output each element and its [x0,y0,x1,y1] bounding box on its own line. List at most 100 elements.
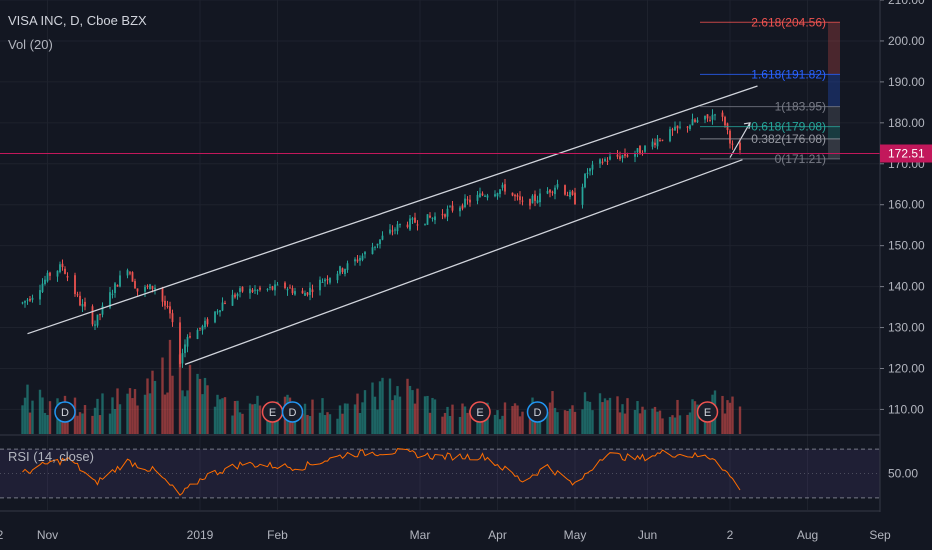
volume-bar [511,406,514,434]
candle-body [606,160,609,162]
volume-bar [198,378,202,434]
event-marker-label: E [704,407,711,419]
volume-bar [581,409,584,434]
candle-body [669,129,671,142]
volume-bar [338,405,342,434]
candle-body [459,207,461,212]
volume-bar [443,412,447,434]
volume-bar [253,403,257,434]
time-axis-label: May [564,528,587,542]
candle-body [599,159,601,164]
candle-body [591,164,594,170]
candle-body [171,313,174,323]
candle-body [56,270,59,277]
fib-level-label: 1(183.95) [775,100,826,114]
candle-body [521,200,524,202]
volume-bar [321,398,324,434]
volume-bar [166,392,169,434]
volume-bar [358,412,362,434]
candle-body [424,223,426,225]
candle-body [704,115,706,120]
candle-body [396,224,399,232]
candle-body [446,208,449,217]
volume-bar [21,405,24,434]
volume-bar [151,370,154,434]
candle-body [114,283,116,294]
fib-level-label: 1.618(191.82) [751,67,826,81]
candle-body [516,195,519,197]
candle-body [181,353,184,364]
volume-bar [658,410,662,434]
candle-body [529,198,531,206]
volume-bar [388,378,392,434]
dividend-marker [281,401,304,423]
volume-bar [81,413,84,434]
price-axis-label: 130.00 [888,321,925,335]
candle-body [31,297,34,300]
volume-bar [503,402,507,434]
candle-body [711,114,714,120]
candle-body [679,126,681,128]
candle-body [671,129,674,131]
volume-bar [346,403,349,434]
candle-body [534,194,536,201]
volume-bar [206,385,209,434]
volume-bar [161,357,164,434]
fib-zone [828,126,840,139]
candle-body [479,193,481,198]
price-axis-label: 210.00 [888,0,925,7]
rsi-indicator-label[interactable]: RSI (14, close) [8,449,94,464]
candle-body [189,336,191,338]
candle-body [259,287,261,290]
symbol-title[interactable]: VISA INC, D, Cboe BZX [8,13,147,28]
candle-body [21,302,24,304]
candle-body [144,286,146,292]
price-axis-label: 190.00 [888,75,925,89]
candle-body [74,275,76,295]
candle-body [354,259,356,262]
time-axis-label: Nov [37,528,58,542]
candle-body [531,195,534,204]
candle-body [556,184,559,188]
volume-bar [556,412,559,434]
candle-body [136,288,139,292]
candle-body [84,301,86,307]
dividend-marker [54,401,76,423]
candle-body [94,324,96,326]
candle-body [179,322,181,365]
volume-bar [38,389,42,434]
volume-bar [306,414,309,434]
volume-indicator-label[interactable]: Vol (20) [8,37,53,52]
candle-body [574,192,576,205]
volume-bar [66,412,69,434]
rsi-line [22,448,741,496]
candle-body [661,139,664,141]
volume-bar [566,410,569,434]
volume-bar [231,415,234,434]
price-axis-label: 120.00 [888,361,925,375]
time-axis [0,512,932,550]
candle-body [154,287,156,290]
candle-body [639,145,641,155]
earnings-marker [696,401,719,423]
volume-bar [251,404,254,434]
volume-bar [433,399,437,434]
candle-body [321,281,324,283]
candle-body [449,206,451,208]
volume-bar [441,416,444,434]
volume-bar [458,416,462,434]
candle-body [376,243,379,246]
candle-body [616,154,619,157]
candle-body [364,252,366,255]
candle-body [81,303,84,307]
candle-body [536,200,539,203]
volume-bar [196,373,199,434]
candle-body [146,285,149,288]
volume-bar [236,400,239,434]
dividend-marker [526,401,549,423]
candle-body [24,300,26,303]
volume-bar [623,413,627,434]
time-axis-label: Apr [488,528,507,542]
candle-body [134,281,136,289]
candle-body [549,189,551,193]
